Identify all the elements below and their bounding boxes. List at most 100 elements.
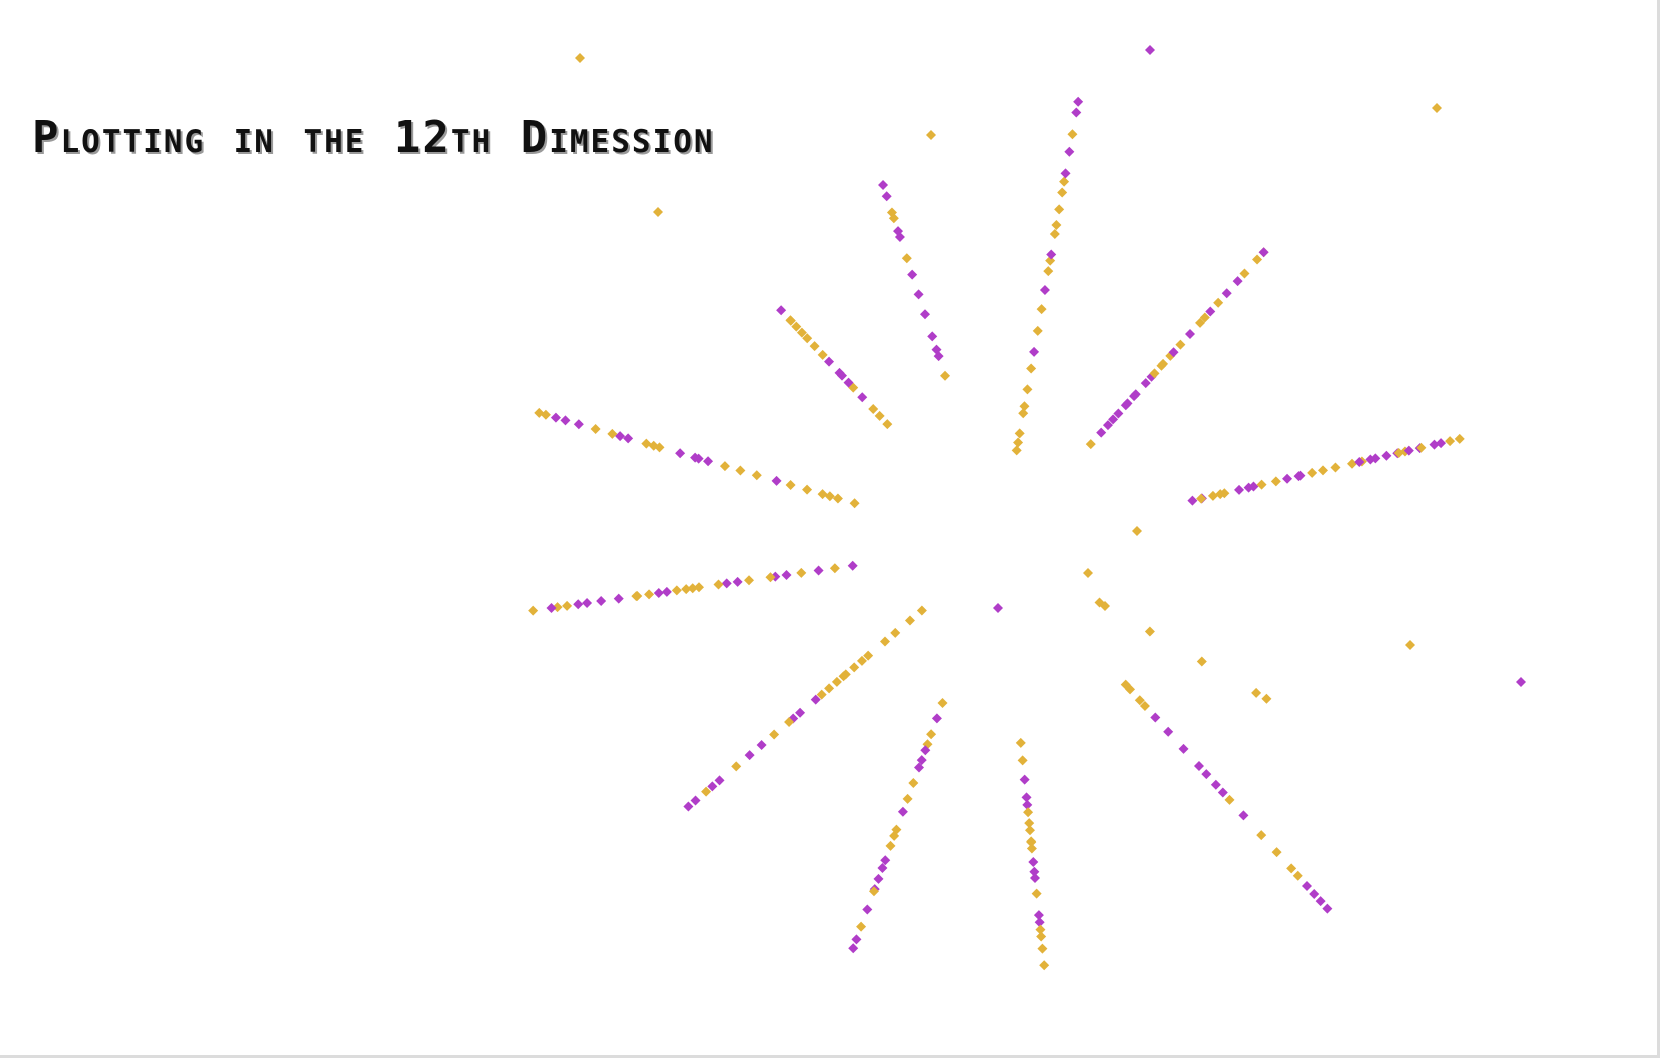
- data-point-ray-11: [785, 315, 796, 326]
- data-point-ray-3: [1346, 458, 1357, 469]
- data-point-ray-8: [849, 662, 860, 673]
- data-point-ray-2: [1085, 439, 1096, 450]
- data-point-ray-3: [1282, 473, 1293, 484]
- data-point-ray-8: [856, 655, 867, 666]
- data-point-ray-9: [552, 602, 563, 613]
- data-point-ray-1: [1022, 384, 1033, 395]
- data-point-ray-9: [732, 576, 743, 587]
- data-point-ray-10: [849, 498, 860, 509]
- data-point-ray-5: [1238, 810, 1249, 821]
- data-point-ray-12: [901, 253, 912, 264]
- data-point-ray-9: [713, 579, 724, 590]
- data-point-ray-5: [1309, 888, 1320, 899]
- data-point-ray-2: [1168, 347, 1179, 358]
- data-point-ray-1: [1046, 249, 1057, 260]
- data-point-outlier-8: [1516, 677, 1526, 687]
- data-point-ray-7: [880, 855, 891, 866]
- data-point-ray-8: [701, 786, 712, 797]
- data-point-ray-2: [1205, 306, 1216, 317]
- data-point-ray-3: [1445, 436, 1456, 447]
- data-point-ray-10: [817, 489, 828, 500]
- data-point-outlier-11: [1132, 526, 1142, 536]
- data-point-ray-5: [1292, 870, 1303, 881]
- data-point-ray-7: [937, 697, 948, 708]
- data-point-ray-9: [813, 565, 824, 576]
- data-point-ray-6: [1019, 774, 1030, 785]
- data-point-ray-10: [785, 479, 796, 490]
- data-point-ray-12: [893, 226, 904, 237]
- data-point-ray-3: [1234, 484, 1245, 495]
- data-point-ray-2: [1252, 254, 1263, 265]
- data-point-ray-6: [1015, 737, 1026, 748]
- data-point-ray-12: [907, 269, 918, 280]
- data-point-ray-3: [1403, 445, 1414, 456]
- data-point-ray-6: [1017, 755, 1028, 766]
- data-point-ray-8: [904, 615, 915, 626]
- data-point-ray-7: [926, 729, 937, 740]
- data-point-ray-12: [878, 180, 889, 191]
- data-point-ray-10: [735, 465, 746, 476]
- data-point-ray-12: [920, 309, 931, 320]
- data-point-ray-3: [1207, 490, 1218, 501]
- data-point-ray-8: [756, 740, 767, 751]
- data-point-ray-2: [1199, 312, 1210, 323]
- data-point-ray-7: [885, 840, 896, 851]
- data-point-ray-4: [1144, 626, 1155, 637]
- data-point-ray-2: [1096, 427, 1107, 438]
- data-point-ray-6: [1029, 866, 1040, 877]
- data-point-ray-10: [703, 456, 714, 467]
- data-point-ray-11: [796, 327, 807, 338]
- data-point-ray-9: [546, 603, 557, 614]
- data-point-ray-12: [927, 331, 938, 342]
- data-point-ray-1: [1032, 325, 1043, 336]
- data-point-ray-5: [1201, 769, 1212, 780]
- data-point-ray-10: [824, 491, 835, 502]
- data-point-ray-2: [1232, 276, 1243, 287]
- data-point-ray-6: [1037, 943, 1048, 954]
- data-point-ray-3: [1354, 457, 1365, 468]
- data-point-ray-8: [707, 781, 718, 792]
- data-point-ray-6: [1035, 924, 1046, 935]
- data-point-ray-9: [596, 596, 607, 607]
- data-point-ray-6: [1023, 807, 1034, 818]
- data-point-ray-11: [817, 349, 828, 360]
- data-point-ray-10: [573, 419, 584, 430]
- data-point-ray-2: [1184, 328, 1195, 339]
- data-point-ray-5: [1134, 695, 1145, 706]
- data-point-ray-6: [1031, 888, 1042, 899]
- data-point-ray-6: [1029, 872, 1040, 883]
- data-point-ray-12: [881, 191, 892, 202]
- data-point-ray-8: [880, 636, 891, 647]
- data-point-ray-2: [1130, 389, 1141, 400]
- data-point-ray-8: [831, 676, 842, 687]
- data-point-ray-11: [834, 367, 845, 378]
- data-point-ray-9: [582, 598, 593, 609]
- data-point-ray-9: [781, 570, 792, 581]
- data-point-ray-7: [862, 904, 873, 915]
- data-point-ray-5: [1224, 794, 1235, 805]
- data-point-ray-9: [644, 589, 655, 600]
- data-point-ray-3: [1416, 442, 1427, 453]
- data-point-ray-7: [916, 755, 927, 766]
- data-point-ray-3: [1248, 481, 1259, 492]
- data-point-ray-2: [1221, 288, 1232, 299]
- data-point-ray-7: [897, 806, 908, 817]
- data-point-ray-1: [1051, 220, 1062, 231]
- data-point-outlier-6: [653, 207, 663, 217]
- data-point-ray-10: [641, 438, 652, 449]
- data-point-ray-9: [687, 583, 698, 594]
- data-point-outlier-12: [1100, 601, 1110, 611]
- data-point-ray-9: [765, 572, 776, 583]
- data-point-ray-2: [1108, 414, 1119, 425]
- data-point-ray-1: [1039, 285, 1050, 296]
- data-point-ray-11: [809, 341, 820, 352]
- data-point-outlier-4: [1432, 103, 1442, 113]
- data-point-outlier-7: [993, 603, 1003, 613]
- data-point-ray-1: [1013, 437, 1024, 448]
- data-point-ray-1: [1049, 229, 1060, 240]
- data-point-ray-6: [1039, 960, 1050, 971]
- data-point-ray-1: [1026, 363, 1037, 374]
- data-point-ray-10: [560, 415, 571, 426]
